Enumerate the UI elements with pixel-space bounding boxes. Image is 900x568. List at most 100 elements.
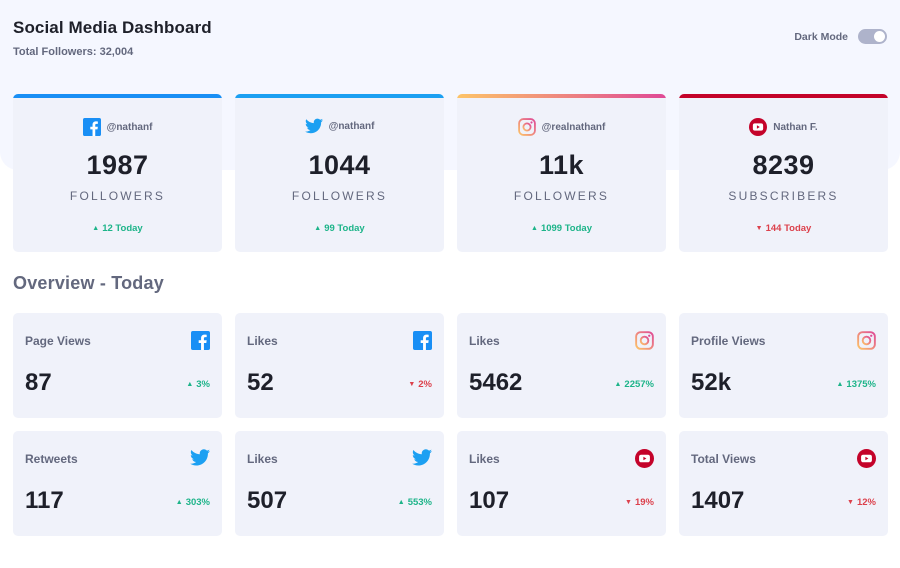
arrow-down-icon: ▼ <box>755 225 763 232</box>
follower-count: 1044 <box>308 150 371 180</box>
metric-value: 87 <box>25 369 52 396</box>
dark-mode-control: Dark Mode <box>794 29 887 44</box>
follower-count: 8239 <box>752 150 815 180</box>
overview-card-twitter-retweets[interactable]: Retweets 117 ▲ 303% <box>13 431 222 536</box>
arrow-up-icon: ▲ <box>397 499 405 506</box>
metric-change: ▼ 2% <box>408 379 432 390</box>
metric-change: ▲ 2257% <box>614 379 654 390</box>
metric-change: ▼ 12% <box>847 497 876 508</box>
overview-card-youtube-likes[interactable]: Likes 107 ▼ 19% <box>457 431 666 536</box>
metric-value: 1407 <box>691 487 745 514</box>
arrow-down-icon: ▼ <box>625 499 632 506</box>
delta-text: 1099 Today <box>540 223 592 234</box>
metric-label: Total Views <box>691 452 756 466</box>
arrow-up-icon: ▲ <box>836 381 844 388</box>
handle-row: @nathanf <box>13 118 222 136</box>
follower-cards: @nathanf 1987 FOLLOWERS ▲ 12 Today @natha… <box>13 94 888 252</box>
handle-text: Nathan F. <box>773 121 818 133</box>
arrow-down-icon: ▼ <box>847 499 854 506</box>
page-title: Social Media Dashboard <box>13 18 212 37</box>
arrow-up-icon: ▲ <box>175 499 183 506</box>
follower-unit: FOLLOWERS <box>69 189 166 203</box>
instagram-icon <box>635 331 654 350</box>
accent-bar <box>13 94 222 98</box>
follower-unit: FOLLOWERS <box>291 189 388 203</box>
overview-card-youtube-total-views[interactable]: Total Views 1407 ▼ 12% <box>679 431 888 536</box>
facebook-icon <box>413 331 432 350</box>
total-followers: Total Followers: 32,004 <box>13 46 134 58</box>
instagram-icon <box>857 331 876 350</box>
metric-label: Likes <box>469 334 500 348</box>
handle-row: @nathanf <box>235 118 444 134</box>
twitter-icon <box>412 449 432 466</box>
arrow-up-icon: ▲ <box>92 225 100 232</box>
follower-unit: SUBSCRIBERS <box>728 189 839 203</box>
metric-value: 52 <box>247 369 274 396</box>
follower-delta: ▲ 1099 Today <box>457 223 666 234</box>
youtube-icon <box>635 449 654 468</box>
change-text: 553% <box>407 497 432 508</box>
follower-count: 11k <box>538 150 585 180</box>
twitter-icon <box>304 118 323 134</box>
accent-bar <box>457 94 666 98</box>
accent-bar <box>235 94 444 98</box>
dark-mode-toggle[interactable] <box>858 29 887 44</box>
change-text: 19% <box>634 497 654 508</box>
metric-change: ▲ 1375% <box>836 379 876 390</box>
follower-delta: ▲ 12 Today <box>13 223 222 234</box>
follower-count: 1987 <box>86 150 149 180</box>
metric-label: Likes <box>469 452 500 466</box>
dark-mode-label: Dark Mode <box>794 30 848 43</box>
change-text: 1375% <box>846 379 876 390</box>
arrow-up-icon: ▲ <box>186 381 194 388</box>
dashboard-header: Social Media Dashboard Total Followers: … <box>13 18 212 58</box>
arrow-up-icon: ▲ <box>531 225 538 232</box>
overview-card-instagram-profile-views[interactable]: Profile Views 52k ▲ 1375% <box>679 313 888 418</box>
metric-value: 107 <box>469 487 510 514</box>
handle-row: Nathan F. <box>679 118 888 136</box>
metric-value: 52k <box>691 369 732 396</box>
follower-card-facebook[interactable]: @nathanf 1987 FOLLOWERS ▲ 12 Today <box>13 94 222 252</box>
arrow-down-icon: ▼ <box>408 381 416 388</box>
follower-card-instagram[interactable]: @realnathanf 11k FOLLOWERS ▲ 1099 Today <box>457 94 666 252</box>
youtube-icon <box>749 118 768 136</box>
follower-delta: ▼ 144 Today <box>679 223 888 234</box>
overview-card-instagram-likes[interactable]: Likes 5462 ▲ 2257% <box>457 313 666 418</box>
metric-change: ▲ 3% <box>186 379 210 390</box>
follower-unit: FOLLOWERS <box>513 189 610 203</box>
arrow-up-icon: ▲ <box>614 381 622 388</box>
metric-change: ▲ 553% <box>398 497 432 508</box>
accent-bar <box>679 94 888 98</box>
metric-value: 117 <box>25 487 64 514</box>
handle-row: @realnathanf <box>457 118 666 136</box>
change-text: 2257% <box>624 379 654 390</box>
change-text: 303% <box>185 497 210 508</box>
handle-text: @nathanf <box>106 121 153 133</box>
metric-change: ▲ 303% <box>176 497 210 508</box>
delta-text: 99 Today <box>324 223 365 234</box>
metric-label: Profile Views <box>691 334 766 348</box>
metric-change: ▼ 19% <box>625 497 654 508</box>
overview-card-facebook-page-views[interactable]: Page Views 87 ▲ 3% <box>13 313 222 418</box>
handle-text: @nathanf <box>328 120 375 132</box>
overview-card-facebook-likes[interactable]: Likes 52 ▼ 2% <box>235 313 444 418</box>
overview-title: Overview - Today <box>13 273 164 293</box>
twitter-icon <box>190 449 210 466</box>
arrow-up-icon: ▲ <box>314 225 322 232</box>
toggle-knob <box>874 31 885 42</box>
overview-card-twitter-likes[interactable]: Likes 507 ▲ 553% <box>235 431 444 536</box>
follower-delta: ▲ 99 Today <box>235 223 444 234</box>
follower-card-youtube[interactable]: Nathan F. 8239 SUBSCRIBERS ▼ 144 Today <box>679 94 888 252</box>
metric-label: Likes <box>247 334 278 348</box>
metric-label: Likes <box>247 452 278 466</box>
facebook-icon <box>82 118 101 136</box>
delta-text: 144 Today <box>765 223 812 234</box>
facebook-icon <box>191 331 210 350</box>
youtube-icon <box>857 449 876 468</box>
follower-card-twitter[interactable]: @nathanf 1044 FOLLOWERS ▲ 99 Today <box>235 94 444 252</box>
change-text: 12% <box>856 497 876 508</box>
metric-value: 5462 <box>469 369 523 396</box>
change-text: 3% <box>196 379 210 390</box>
instagram-icon <box>517 118 536 136</box>
change-text: 2% <box>418 379 432 390</box>
